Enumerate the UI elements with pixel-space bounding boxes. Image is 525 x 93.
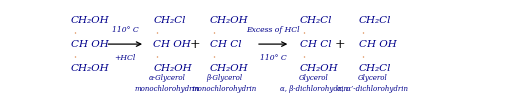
Text: CH₂OH: CH₂OH [70,16,109,25]
Text: CH₂Cl: CH₂Cl [359,16,391,25]
Text: Excess of HCl: Excess of HCl [246,26,300,34]
Text: CH₂OH: CH₂OH [210,64,249,73]
Text: +: + [190,38,201,51]
Text: CH OH: CH OH [153,40,191,49]
Text: CH₂Cl: CH₂Cl [300,16,332,25]
Text: 110° C: 110° C [112,26,139,34]
Text: Glycerol: Glycerol [358,74,387,82]
Text: Glycerol: Glycerol [299,74,329,82]
Text: CH OH: CH OH [70,40,108,49]
Text: CH Cl: CH Cl [300,40,331,49]
Text: CH₂OH: CH₂OH [153,64,192,73]
Text: CH₂OH: CH₂OH [300,64,338,73]
Text: CH Cl: CH Cl [210,40,242,49]
Text: monochlorohydrin: monochlorohydrin [192,85,257,93]
Text: +: + [335,38,345,51]
Text: CH OH: CH OH [359,40,396,49]
Text: 110° C: 110° C [260,54,287,62]
Text: α, β-dichlorohydrin: α, β-dichlorohydrin [280,85,348,93]
Text: α, α’-dichlorohydrin: α, α’-dichlorohydrin [338,85,408,93]
Text: CH₂Cl: CH₂Cl [153,16,186,25]
Text: β-Glycerol: β-Glycerol [206,74,243,82]
Text: α-Glycerol: α-Glycerol [149,74,186,82]
Text: monochlorohydrin: monochlorohydrin [135,85,200,93]
Text: +HCl: +HCl [114,54,136,62]
Text: CH₂OH: CH₂OH [210,16,249,25]
Text: CH₂OH: CH₂OH [70,64,109,73]
Text: CH₂Cl: CH₂Cl [359,64,391,73]
